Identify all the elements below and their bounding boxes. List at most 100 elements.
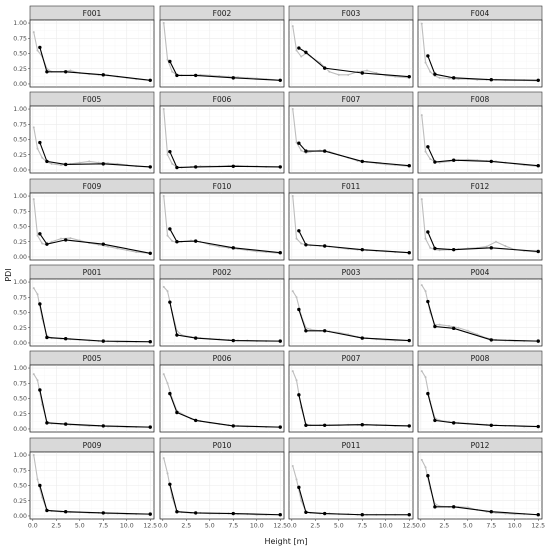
series-point-background [328, 70, 331, 73]
series-point-main [193, 73, 198, 78]
series-point-main [322, 66, 327, 70]
series-point-background [291, 25, 294, 28]
panel-p011: P011 0.0 2.5 5.0 7.5 10.0 12.5 [287, 437, 416, 530]
panel-p007: P007 [288, 350, 414, 433]
series-point-background [466, 506, 469, 509]
series-point-main [231, 164, 235, 168]
series-point-background [291, 290, 294, 293]
series-point-main [304, 510, 308, 514]
y-tick-label: 0.25 [13, 325, 27, 332]
series-point-background [41, 242, 44, 245]
y-tick-label: 0.25 [13, 411, 27, 418]
series-point-background [300, 55, 303, 58]
panel-border [159, 105, 285, 174]
series-point-main [45, 159, 49, 164]
series-point-background [295, 237, 298, 240]
series-point-background [60, 164, 62, 167]
series-point-main [63, 336, 68, 341]
series-point-main [278, 339, 282, 343]
series-point-background [32, 373, 35, 376]
series-point-main [304, 423, 308, 427]
series-point-background [429, 70, 432, 73]
x-tick-label: 0.0 [416, 523, 426, 530]
x-tick-label: 0.0 [287, 523, 297, 530]
series-point-background [420, 114, 423, 117]
series-point-main [63, 422, 68, 426]
x-tick-label: 2.5 [310, 523, 320, 530]
series-point-background [291, 108, 294, 111]
series-point-main [148, 425, 152, 429]
series-point-main [304, 243, 308, 247]
panel-f010: F010 [159, 178, 285, 261]
series-point-background [162, 285, 165, 288]
series-point-background [32, 198, 35, 201]
series-point-background [448, 77, 450, 80]
series-point-main [175, 333, 179, 337]
series-point-background [438, 249, 441, 252]
series-point-main [63, 70, 68, 74]
series-point-main [38, 232, 42, 236]
series-point-background [50, 162, 53, 165]
series-point-background [41, 156, 44, 159]
y-tick-label: 1.00 [13, 365, 27, 372]
series-point-main [175, 73, 179, 78]
panel-title: F011 [342, 182, 361, 191]
y-tick-label: 0.75 [13, 380, 27, 387]
panel-f004: F004 [417, 5, 543, 88]
series-point-background [420, 22, 423, 25]
series-point-main [536, 424, 540, 429]
series-point-main [38, 483, 42, 488]
x-tick-label: 10.0 [120, 523, 134, 530]
series-point-background [116, 247, 119, 250]
x-tick-label: 0.0 [158, 523, 168, 530]
series-point-main [231, 76, 235, 80]
y-tick-label: 0.00 [13, 513, 27, 520]
series-point-background [166, 472, 169, 475]
y-tick-label: 0.75 [13, 467, 27, 474]
series-point-main [433, 418, 437, 423]
panel-border [417, 451, 543, 520]
series-point-background [295, 49, 298, 52]
series-point-background [171, 70, 174, 73]
series-point-background [36, 293, 39, 296]
panel-f007: F007 [288, 91, 414, 174]
series-point-main [322, 511, 327, 516]
series-point-background [88, 160, 91, 163]
series-point-background [135, 251, 138, 254]
panel-p004: P004 [417, 264, 543, 347]
series-point-background [36, 234, 39, 237]
panel-title: P007 [342, 354, 361, 363]
panel-title: F002 [213, 9, 232, 18]
series-point-main [38, 302, 42, 306]
series-point-main [231, 338, 235, 343]
series-point-background [166, 234, 169, 237]
series-point-background [295, 379, 298, 382]
series-point-main [407, 338, 411, 343]
y-tick-label: 0.25 [13, 498, 27, 505]
series-point-background [300, 499, 303, 502]
series-point-background [429, 157, 432, 160]
y-tick-label: 1.00 [13, 452, 27, 459]
series-point-main [278, 78, 282, 83]
series-point-main [451, 326, 456, 331]
series-point-main [407, 163, 411, 168]
x-tick-label: 12.5 [273, 523, 287, 530]
panel-p008: P008 [417, 350, 543, 433]
series-point-background [337, 73, 340, 76]
series-point-main [231, 424, 235, 428]
series-point-main [433, 72, 437, 76]
series-point-background [162, 195, 165, 198]
x-tick-label: 5.0 [334, 523, 344, 530]
series-point-background [162, 373, 165, 376]
series-point-background [78, 161, 81, 164]
y-tick-label: 0.75 [13, 35, 27, 42]
panel-title: F004 [471, 9, 490, 18]
series-point-main [45, 508, 49, 513]
panel-border [159, 192, 285, 261]
series-point-background [255, 250, 258, 253]
series-point-main [175, 240, 179, 244]
series-point-background [438, 323, 441, 326]
series-point-main [148, 512, 152, 516]
y-tick-label: 0.75 [13, 294, 27, 301]
panel-border [288, 192, 414, 261]
